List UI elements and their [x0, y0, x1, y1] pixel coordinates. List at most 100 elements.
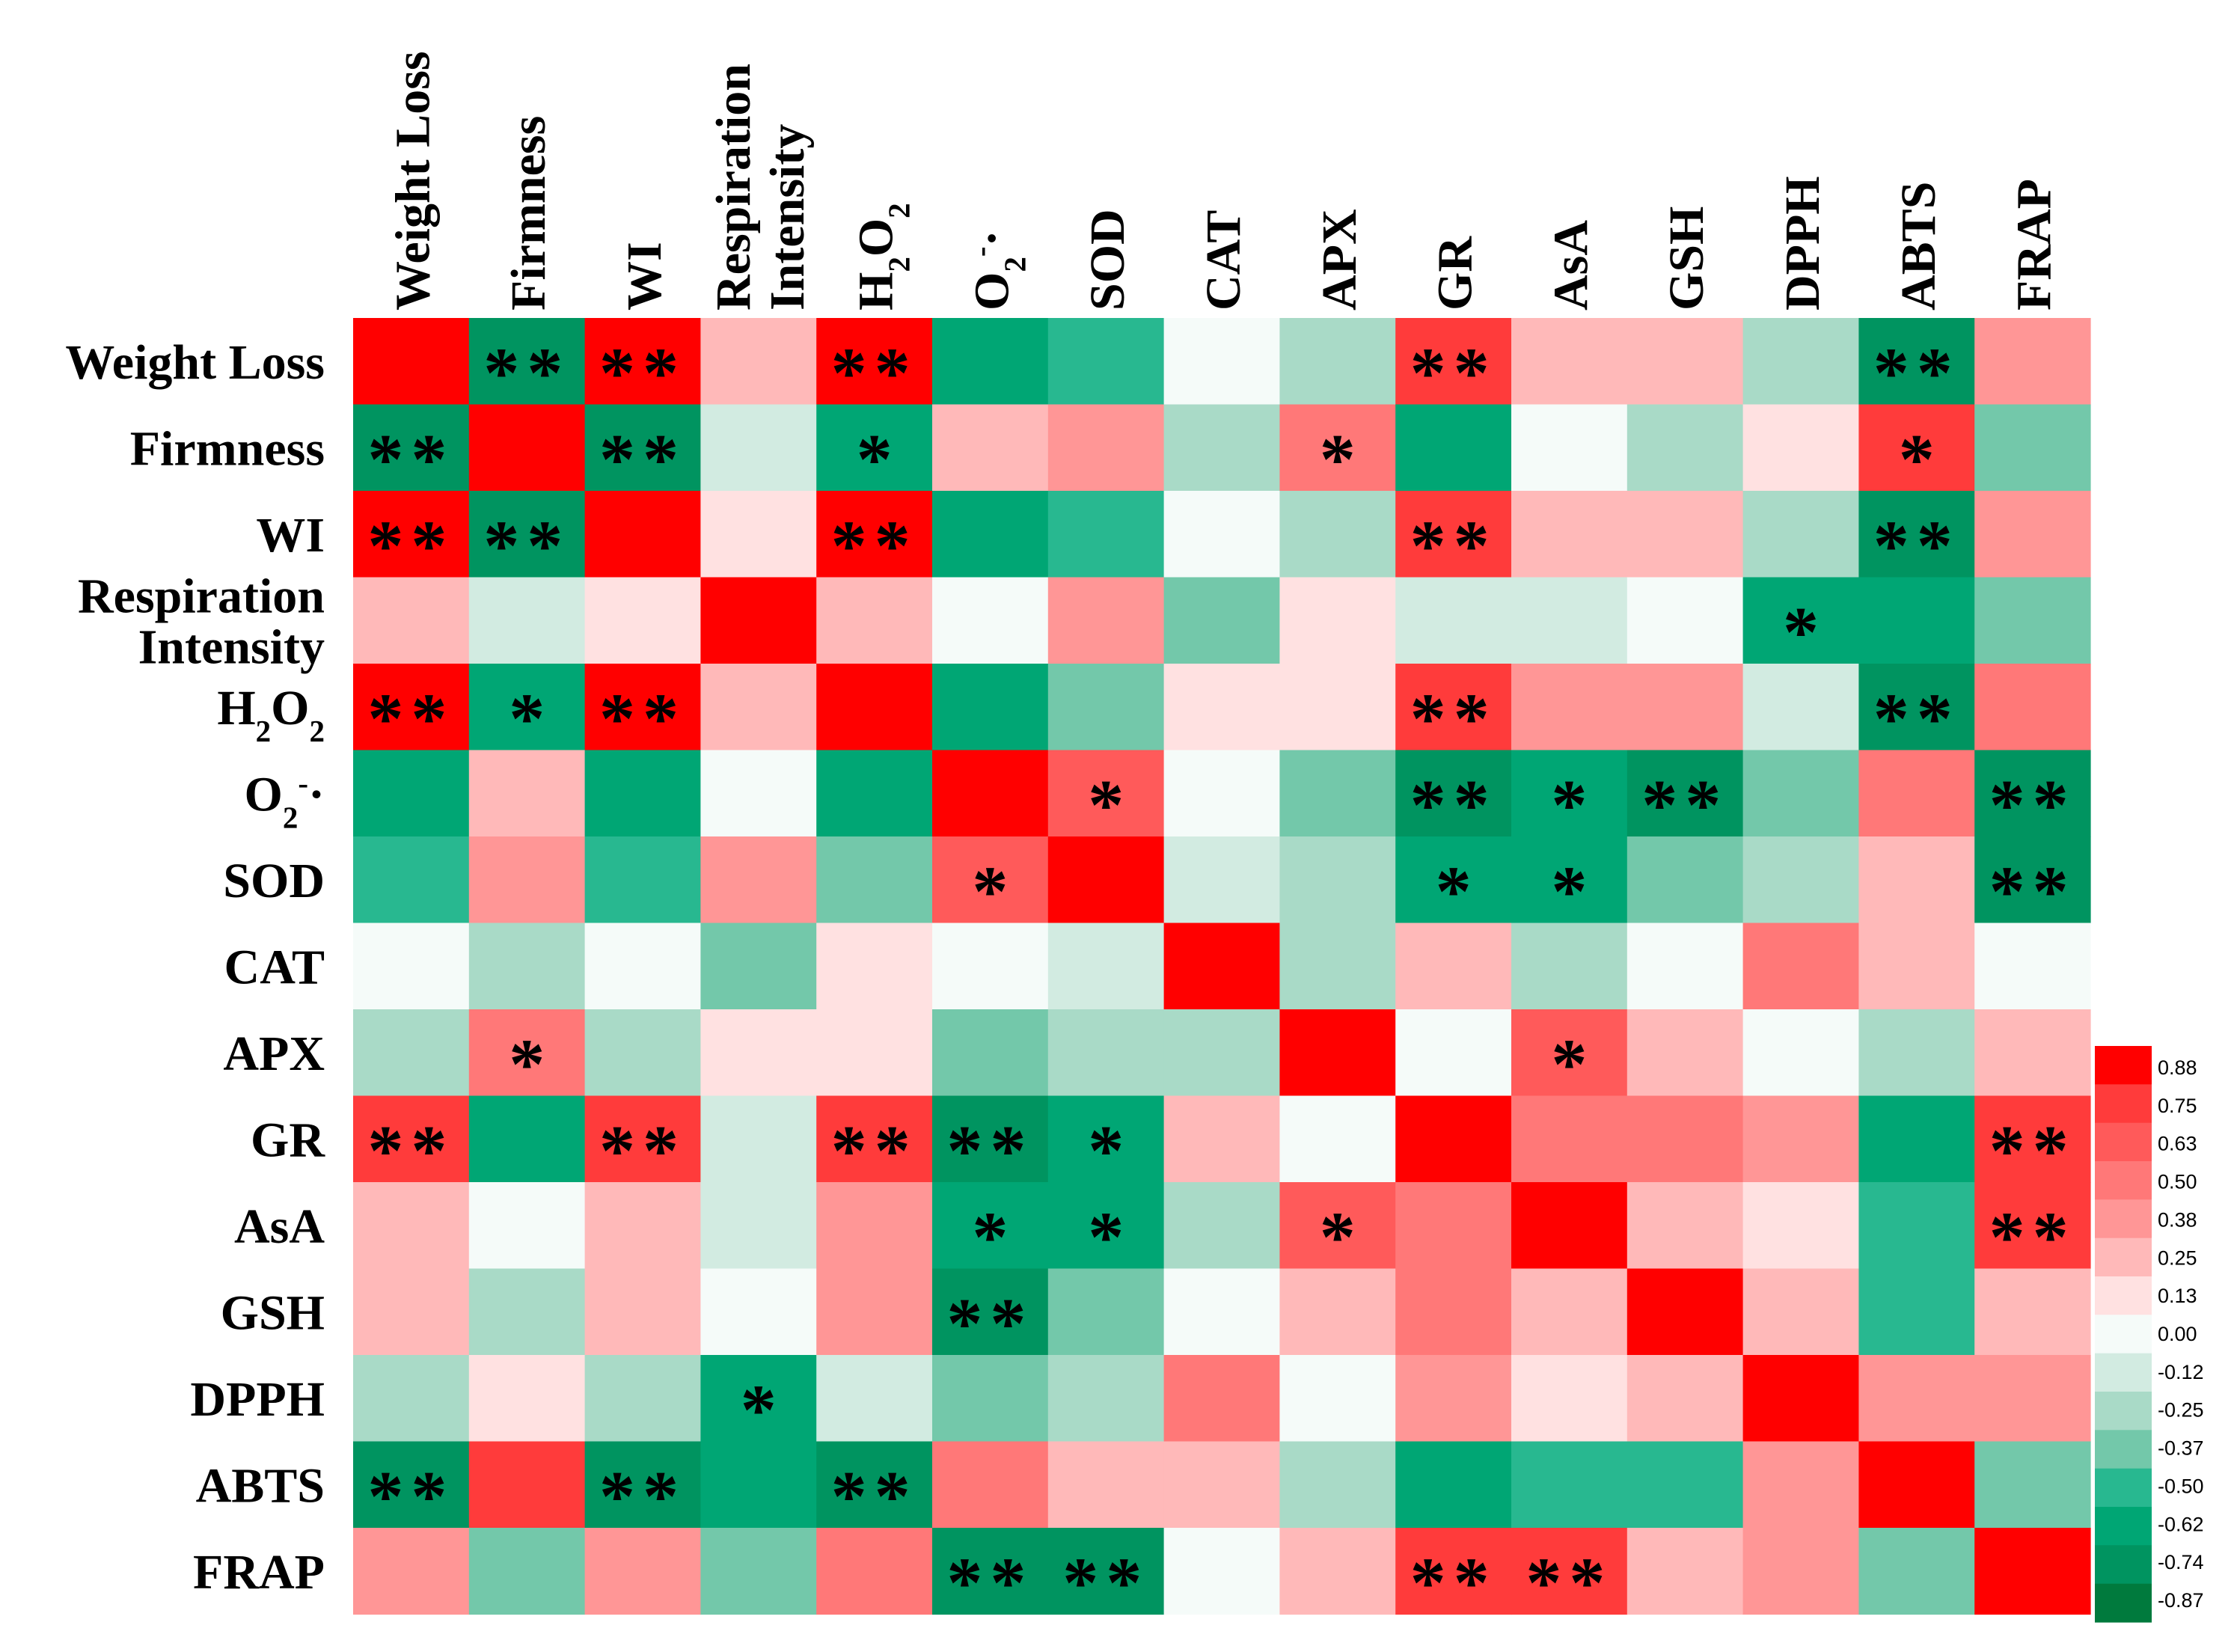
cell-abts-wi — [584, 1441, 701, 1529]
significance-h2o2-gr: ** — [1410, 679, 1497, 759]
cell-gr-weight_loss — [353, 1095, 470, 1183]
cell-dpph-gr — [1395, 1355, 1512, 1443]
cell-h2o2-sod — [1047, 664, 1165, 751]
cell-firmness-h2o2 — [816, 404, 933, 492]
cell-asa-apx — [1279, 1182, 1396, 1270]
significance-firmness-h2o2: * — [857, 419, 893, 499]
cell-wi-asa — [1511, 491, 1628, 578]
significance-frap-sod: ** — [1062, 1543, 1149, 1623]
cell-asa-firmness — [468, 1182, 586, 1270]
cell-weight_loss-respiration_intensity — [700, 318, 817, 406]
column-label-abts: ABTS — [1891, 182, 1946, 310]
cell-frap-h2o2 — [816, 1528, 933, 1615]
significance-frap-asa: ** — [1525, 1543, 1612, 1623]
cell-h2o2-h2o2 — [816, 664, 933, 751]
cell-firmness-asa — [1511, 404, 1628, 492]
cell-respiration_intensity-frap — [1974, 577, 2091, 664]
cell-dpph-respiration_intensity — [700, 1355, 817, 1443]
cell-weight_loss-h2o2 — [816, 318, 933, 406]
row-label-o2_radical: O2-· — [244, 765, 325, 834]
cell-cat-gr — [1395, 923, 1512, 1010]
cell-asa-dpph — [1742, 1182, 1859, 1270]
significance-apx-asa: * — [1551, 1024, 1587, 1104]
cell-abts-firmness — [468, 1441, 586, 1529]
cell-wi-respiration_intensity — [700, 491, 817, 578]
legend-swatch-1 — [2095, 1046, 2152, 1085]
significance-gr-wi: ** — [599, 1110, 686, 1190]
cell-wi-gr — [1395, 491, 1512, 578]
cell-wi-weight_loss — [353, 491, 470, 578]
cell-h2o2-wi — [584, 664, 701, 751]
cell-cat-asa — [1511, 923, 1628, 1010]
cell-sod-asa — [1511, 836, 1628, 924]
cell-gsh-weight_loss — [353, 1268, 470, 1356]
significance-gsh-o2_radical: ** — [946, 1283, 1033, 1363]
cell-h2o2-gsh — [1626, 664, 1744, 751]
cell-frap-weight_loss — [353, 1528, 470, 1615]
legend-tick-label: -0.87 — [2158, 1589, 2204, 1612]
cell-frap-dpph — [1742, 1528, 1859, 1615]
cell-cat-abts — [1858, 923, 1975, 1010]
significance-dpph-respiration_intensity: * — [741, 1370, 777, 1450]
cell-sod-o2_radical — [932, 836, 1049, 924]
significance-h2o2-abts: ** — [1873, 679, 1960, 759]
cell-respiration_intensity-dpph — [1742, 577, 1859, 664]
cell-sod-firmness — [468, 836, 586, 924]
cell-abts-gsh — [1626, 1441, 1744, 1529]
cell-weight_loss-gsh — [1626, 318, 1744, 406]
cell-respiration_intensity-gsh — [1626, 577, 1744, 664]
cell-weight_loss-frap — [1974, 318, 2091, 406]
cell-o2_radical-abts — [1858, 750, 1975, 837]
cell-apx-asa — [1511, 1009, 1628, 1097]
cell-o2_radical-respiration_intensity — [700, 750, 817, 837]
legend-tick-label: 0.75 — [2158, 1095, 2197, 1117]
cell-frap-wi — [584, 1528, 701, 1615]
cell-wi-sod — [1047, 491, 1165, 578]
cell-gr-respiration_intensity — [700, 1095, 817, 1183]
cell-gsh-sod — [1047, 1268, 1165, 1356]
cell-o2_radical-wi — [584, 750, 701, 837]
cell-wi-h2o2 — [816, 491, 933, 578]
legend-swatch-14 — [2095, 1545, 2152, 1585]
cell-o2_radical-firmness — [468, 750, 586, 837]
cell-abts-sod — [1047, 1441, 1165, 1529]
cell-abts-abts — [1858, 1441, 1975, 1529]
cell-frap-asa — [1511, 1528, 1628, 1615]
significance-o2_radical-sod: * — [1088, 765, 1124, 845]
cell-asa-respiration_intensity — [700, 1182, 817, 1270]
significance-sod-asa: * — [1551, 851, 1587, 931]
legend-tick-label: 0.13 — [2158, 1285, 2197, 1307]
legend-tick-label: 0.63 — [2158, 1133, 2197, 1155]
significance-frap-gr: ** — [1410, 1543, 1497, 1623]
cell-cat-apx — [1279, 923, 1396, 1010]
row-label-dpph: DPPH — [190, 1372, 325, 1427]
significance-gr-o2_radical: ** — [946, 1110, 1033, 1190]
cell-cat-o2_radical — [932, 923, 1049, 1010]
cell-frap-firmness — [468, 1528, 586, 1615]
significance-asa-sod: * — [1088, 1197, 1124, 1277]
legend-tick-label: 0.38 — [2158, 1208, 2197, 1231]
cell-cat-respiration_intensity — [700, 923, 817, 1010]
cell-firmness-o2_radical — [932, 404, 1049, 492]
column-label-o2_radical: O2-· — [963, 230, 1032, 310]
significance-asa-o2_radical: * — [972, 1197, 1008, 1277]
cell-gsh-apx — [1279, 1268, 1396, 1356]
cell-sod-dpph — [1742, 836, 1859, 924]
legend-swatch-10 — [2095, 1392, 2152, 1431]
cell-gsh-gr — [1395, 1268, 1512, 1356]
cell-frap-abts — [1858, 1528, 1975, 1615]
cell-abts-asa — [1511, 1441, 1628, 1529]
cell-gr-o2_radical — [932, 1095, 1049, 1183]
cell-gr-asa — [1511, 1095, 1628, 1183]
cell-o2_radical-h2o2 — [816, 750, 933, 837]
cell-frap-frap — [1974, 1528, 2091, 1615]
cell-frap-sod — [1047, 1528, 1165, 1615]
cell-gr-wi — [584, 1095, 701, 1183]
cell-h2o2-abts — [1858, 664, 1975, 751]
legend-swatch-5 — [2095, 1199, 2152, 1239]
cell-asa-gsh — [1626, 1182, 1744, 1270]
cell-abts-weight_loss — [353, 1441, 470, 1529]
cell-weight_loss-sod — [1047, 318, 1165, 406]
cell-abts-gr — [1395, 1441, 1512, 1529]
significance-sod-frap: ** — [1989, 851, 2076, 931]
